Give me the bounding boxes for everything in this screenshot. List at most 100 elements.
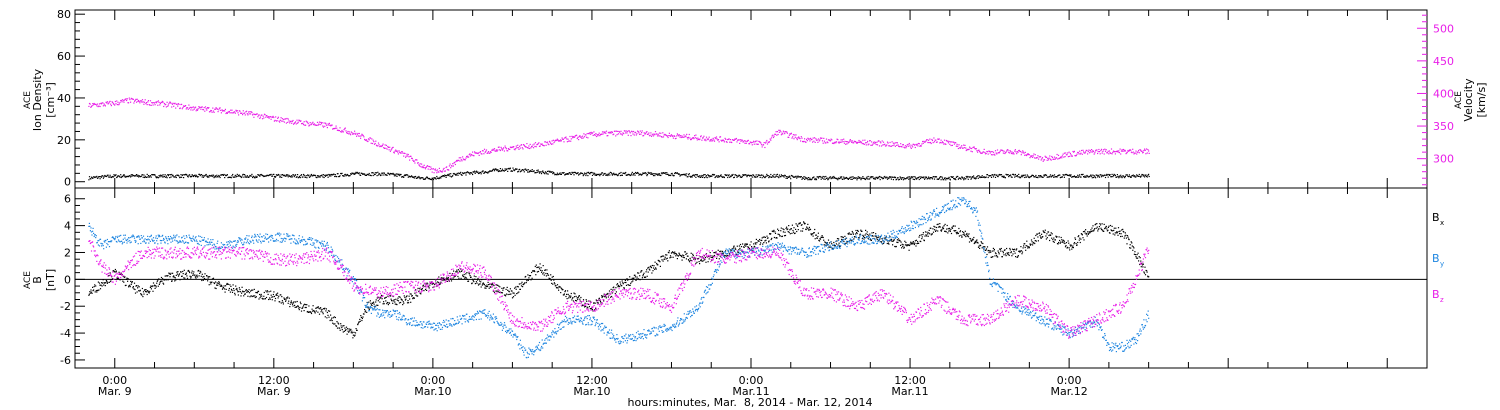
velocity-series-point bbox=[683, 134, 685, 136]
bx-series-point bbox=[654, 261, 656, 263]
bx-series-point bbox=[505, 288, 507, 290]
bx-series-point bbox=[694, 258, 696, 260]
bx-series-point bbox=[612, 289, 614, 291]
ion-density-series-point bbox=[1117, 175, 1119, 178]
velocity-series-point bbox=[697, 137, 699, 139]
velocity-series-point bbox=[244, 112, 246, 114]
bx-series-point bbox=[523, 283, 525, 285]
ion-density-series-point bbox=[582, 175, 584, 177]
bx-series-point bbox=[774, 231, 776, 233]
velocity-series-point bbox=[220, 112, 222, 114]
ion-density-series-point bbox=[587, 175, 589, 177]
ion-density-series-point bbox=[253, 177, 256, 179]
velocity-series-point bbox=[945, 139, 947, 142]
ion-density-series-point bbox=[839, 177, 841, 180]
bx-series-point bbox=[505, 295, 507, 297]
ion-density-series-point bbox=[1063, 176, 1065, 178]
ion-density-series-point bbox=[572, 172, 574, 174]
velocity-series-point bbox=[352, 133, 354, 135]
bx-series-point bbox=[901, 243, 903, 245]
velocity-series-point bbox=[389, 146, 391, 148]
ion-density-series-point bbox=[206, 175, 208, 177]
velocity-series-point bbox=[198, 107, 201, 109]
velocity-series-point bbox=[228, 111, 230, 113]
bx-series-point bbox=[159, 282, 161, 284]
bx-series-point bbox=[656, 262, 658, 265]
bx-series-point bbox=[702, 257, 704, 259]
velocity-series-point bbox=[359, 135, 361, 137]
bx-series-point bbox=[277, 292, 279, 294]
bx-series-point bbox=[672, 256, 674, 258]
top-right-tick-label: 450 bbox=[1433, 55, 1454, 68]
velocity-series-point bbox=[108, 102, 110, 104]
velocity-series-point bbox=[493, 148, 496, 150]
ion-density-series-point bbox=[301, 174, 303, 176]
velocity-series-point bbox=[672, 137, 674, 139]
ion-density-series-point bbox=[621, 174, 623, 176]
velocity-series-point bbox=[796, 137, 798, 139]
bx-series-point bbox=[310, 312, 313, 315]
velocity-series-point bbox=[356, 135, 358, 137]
bx-series-point bbox=[747, 246, 749, 248]
velocity-series-point bbox=[1102, 149, 1105, 151]
bx-series-point bbox=[630, 278, 632, 280]
bx-series-point bbox=[377, 300, 379, 302]
velocity-series-point bbox=[975, 148, 977, 150]
velocity-series-point bbox=[593, 131, 595, 133]
velocity-series-point bbox=[656, 135, 659, 137]
velocity-series-point bbox=[106, 102, 108, 104]
velocity-series-point bbox=[559, 140, 561, 142]
ion-density-series-point bbox=[201, 176, 203, 178]
bx-series-point bbox=[257, 290, 260, 292]
ion-density-series-point bbox=[570, 173, 572, 175]
bx-series-point bbox=[571, 299, 573, 301]
bx-series-point bbox=[892, 244, 894, 246]
velocity-series-point bbox=[552, 139, 554, 141]
bx-series-point bbox=[518, 283, 520, 285]
velocity-series-point bbox=[124, 98, 126, 100]
velocity-series-point bbox=[375, 140, 377, 142]
velocity-series-point bbox=[499, 149, 501, 151]
velocity-series-point bbox=[760, 144, 763, 146]
bx-series-point bbox=[204, 273, 206, 275]
velocity-series-point bbox=[464, 158, 466, 161]
ion-density-series-point bbox=[786, 176, 788, 178]
velocity-series-point bbox=[334, 128, 336, 130]
velocity-series-point bbox=[766, 139, 768, 142]
ion-density-series-point bbox=[701, 174, 703, 177]
velocity-series-point bbox=[905, 147, 907, 149]
velocity-series-point bbox=[694, 137, 696, 139]
velocity-series-point bbox=[162, 101, 164, 103]
ion-density-series-point bbox=[728, 174, 730, 176]
velocity-series-point bbox=[332, 128, 334, 130]
velocity-series-point bbox=[1003, 150, 1005, 152]
velocity-series-point bbox=[957, 145, 959, 147]
ion-density-series-point bbox=[560, 173, 562, 175]
bx-series-point bbox=[317, 306, 319, 308]
bx-series-point bbox=[588, 306, 590, 308]
bx-series-point bbox=[282, 301, 284, 303]
ion-density-series-point bbox=[538, 171, 540, 173]
bx-series-point bbox=[428, 287, 430, 289]
bx-series-point bbox=[404, 299, 406, 301]
bx-series-point bbox=[896, 241, 898, 243]
bx-series-point bbox=[578, 295, 580, 297]
bx-series-point bbox=[850, 233, 852, 235]
ion-density-series-point bbox=[641, 174, 643, 176]
velocity-series-point bbox=[124, 99, 126, 101]
velocity-series-point bbox=[525, 146, 527, 148]
bx-series-point bbox=[444, 279, 446, 281]
ion-density-series-point bbox=[300, 174, 302, 176]
bx-series-point bbox=[300, 303, 302, 305]
velocity-series-point bbox=[1022, 150, 1024, 152]
velocity-series-point bbox=[597, 135, 599, 137]
velocity-series-point bbox=[939, 142, 941, 144]
bx-series-point bbox=[802, 227, 804, 230]
velocity-series-point bbox=[149, 104, 151, 106]
bx-series-point bbox=[151, 285, 154, 287]
bx-series-point bbox=[224, 288, 226, 290]
ion-density-series-point bbox=[975, 178, 977, 180]
velocity-series-point bbox=[114, 100, 116, 103]
ion-density-series-point bbox=[987, 176, 989, 179]
bx-series-point bbox=[388, 302, 391, 304]
